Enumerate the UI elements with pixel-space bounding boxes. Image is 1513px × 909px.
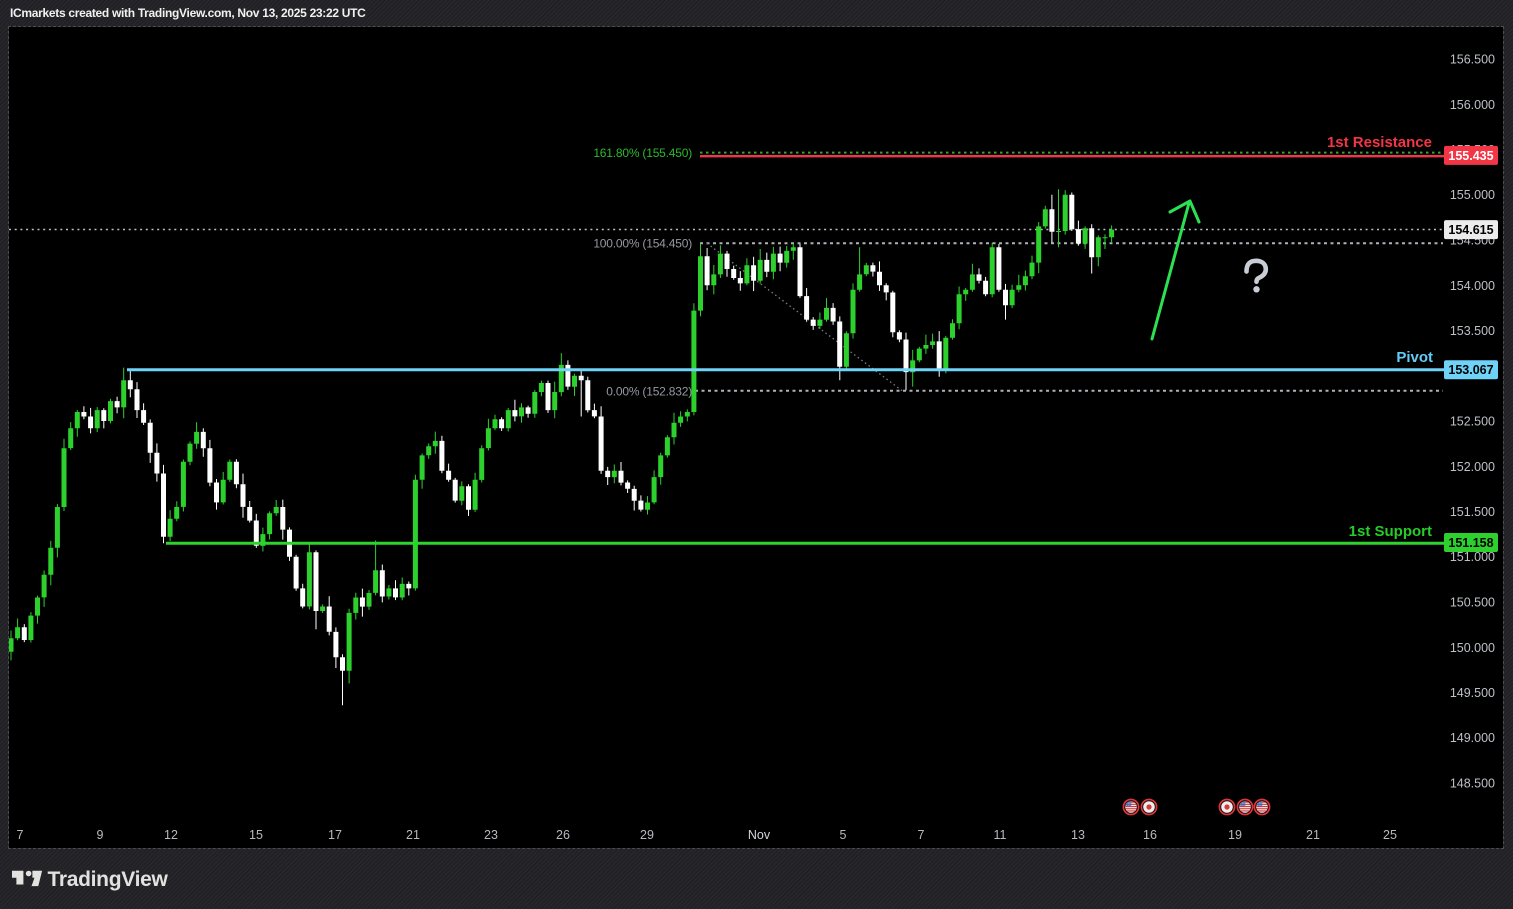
svg-text:100.00% (154.450): 100.00% (154.450) <box>593 237 692 251</box>
svg-text:152.000: 152.000 <box>1450 460 1495 474</box>
svg-text:1st Support: 1st Support <box>1349 523 1432 540</box>
svg-text:7: 7 <box>17 828 24 842</box>
svg-text:5: 5 <box>840 828 847 842</box>
svg-text:15: 15 <box>249 828 263 842</box>
svg-text:16: 16 <box>1143 828 1157 842</box>
svg-text:13: 13 <box>1071 828 1085 842</box>
svg-text:151.158: 151.158 <box>1448 536 1493 550</box>
svg-text:149.000: 149.000 <box>1450 731 1495 745</box>
svg-text:154.000: 154.000 <box>1450 279 1495 293</box>
svg-text:1st Resistance: 1st Resistance <box>1327 134 1432 151</box>
svg-text:0.00% (152.832): 0.00% (152.832) <box>606 384 692 398</box>
svg-text:156.500: 156.500 <box>1450 53 1495 67</box>
svg-text:21: 21 <box>1306 828 1320 842</box>
svg-text:23: 23 <box>484 828 498 842</box>
svg-text:TradingView: TradingView <box>48 868 169 891</box>
svg-text:11: 11 <box>994 828 1007 842</box>
svg-text:29: 29 <box>640 828 654 842</box>
svg-text:25: 25 <box>1383 828 1397 842</box>
svg-text:150.500: 150.500 <box>1450 596 1495 610</box>
svg-text:151.500: 151.500 <box>1450 505 1495 519</box>
svg-text:150.000: 150.000 <box>1450 641 1495 655</box>
svg-text:155.435: 155.435 <box>1448 149 1493 163</box>
svg-text:153.500: 153.500 <box>1450 324 1495 338</box>
svg-text:149.500: 149.500 <box>1450 686 1495 700</box>
svg-text:26: 26 <box>556 828 570 842</box>
svg-text:152.500: 152.500 <box>1450 415 1495 429</box>
svg-text:161.80% (155.450): 161.80% (155.450) <box>593 146 692 160</box>
svg-text:151.000: 151.000 <box>1450 550 1495 564</box>
svg-text:21: 21 <box>406 828 420 842</box>
svg-text:9: 9 <box>97 828 104 842</box>
svg-text:154.615: 154.615 <box>1448 223 1493 237</box>
svg-text:17: 17 <box>328 828 342 842</box>
svg-text:148.500: 148.500 <box>1450 777 1495 791</box>
svg-text:7: 7 <box>918 828 925 842</box>
svg-text:12: 12 <box>164 828 178 842</box>
svg-text:Nov: Nov <box>748 828 771 842</box>
svg-text:Pivot: Pivot <box>1396 349 1433 366</box>
svg-text:156.000: 156.000 <box>1450 98 1495 112</box>
svg-text:153.067: 153.067 <box>1448 363 1493 377</box>
svg-text:19: 19 <box>1228 828 1242 842</box>
svg-text:155.000: 155.000 <box>1450 188 1495 202</box>
